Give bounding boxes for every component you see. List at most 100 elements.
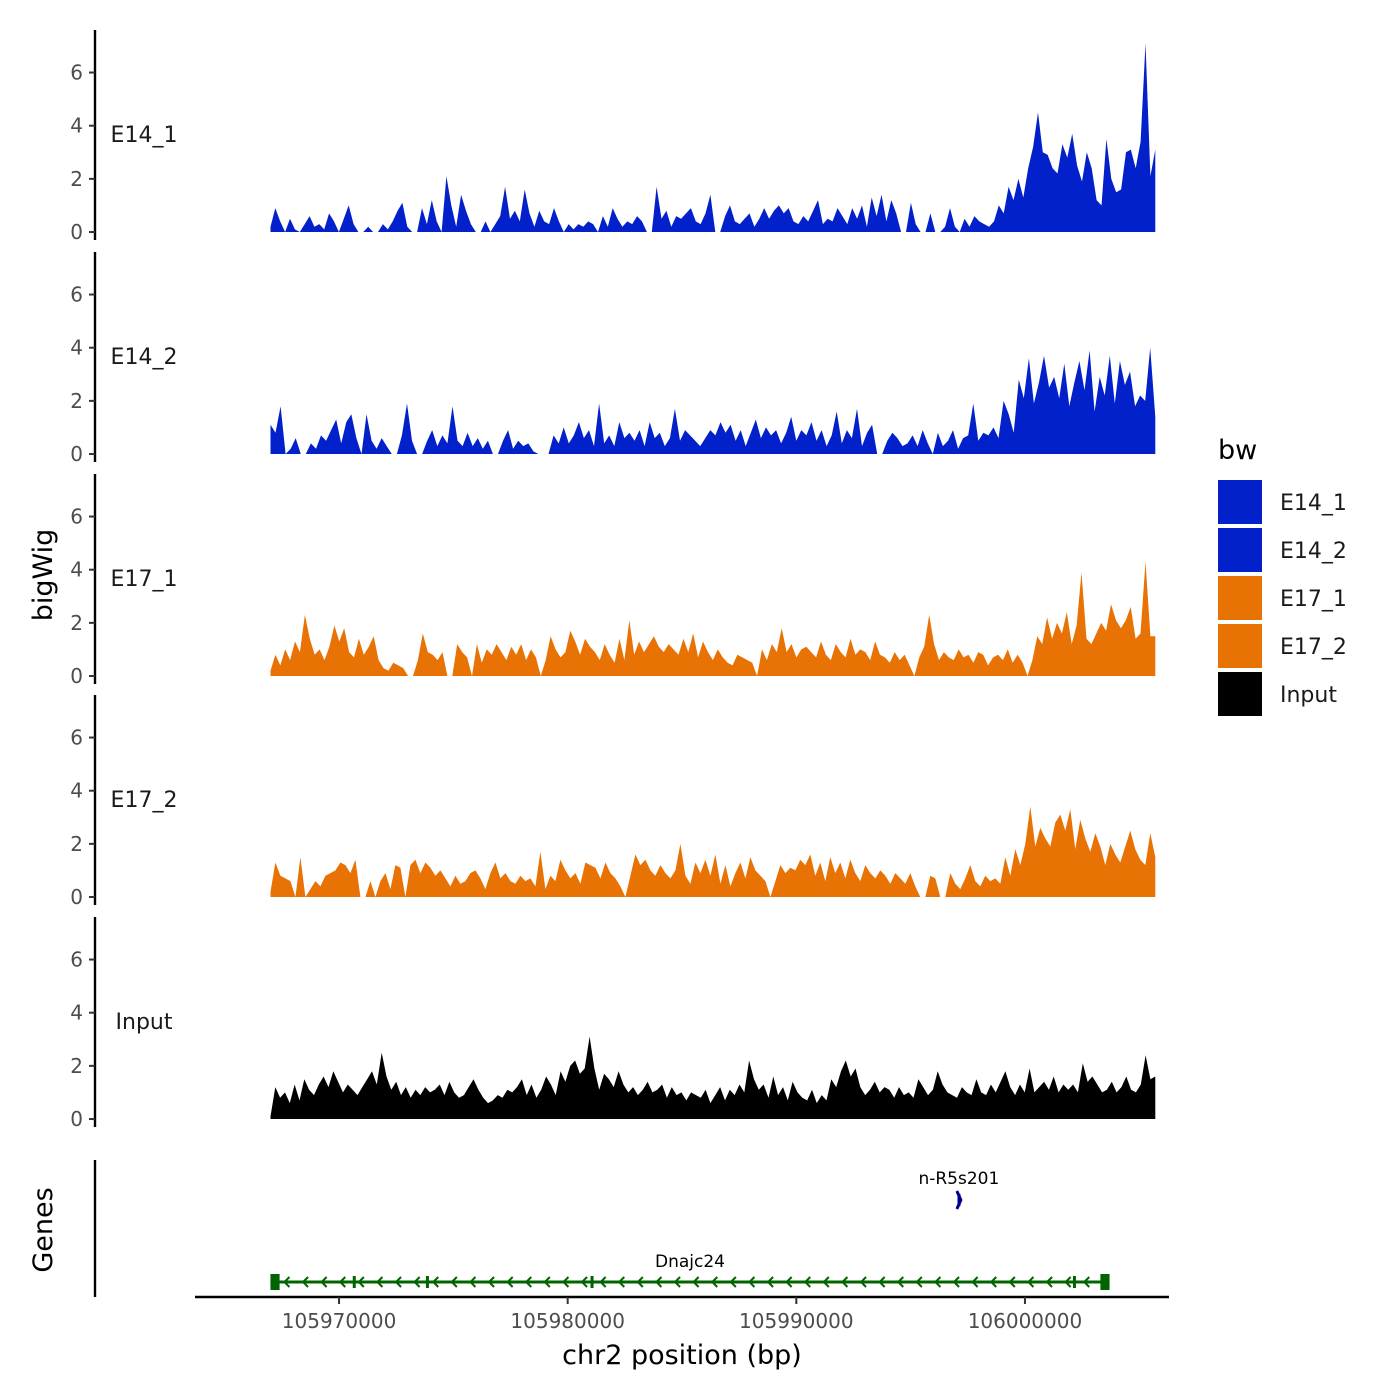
strand-arrow — [320, 1276, 328, 1288]
strand-arrow — [785, 1276, 793, 1288]
strand-arrow — [543, 1276, 551, 1288]
y-tick-label: 2 — [70, 167, 83, 191]
strand-arrow — [1045, 1276, 1053, 1288]
exon — [957, 1194, 961, 1206]
strand-arrow — [710, 1276, 718, 1288]
strand-arrow — [859, 1276, 867, 1288]
x-axis: 105970000 105980000 105990000 106000000 — [195, 1295, 1169, 1333]
strand-arrow — [301, 1276, 309, 1288]
strand-arrow — [617, 1276, 625, 1288]
exon — [352, 1276, 356, 1288]
x-tick-label: 105980000 — [510, 1309, 625, 1333]
strand-arrow — [357, 1276, 365, 1288]
track-label: E17_2 — [111, 788, 178, 813]
track-E14_2: 0 2 4 6 E14_2 — [70, 252, 1156, 466]
y-tick-label: 0 — [70, 220, 83, 244]
strand-arrow — [878, 1276, 886, 1288]
coverage-area-E17_1 — [270, 561, 1156, 676]
track-E17_2: 0 2 4 6 E17_2 — [70, 695, 1156, 909]
x-tick-label: 105970000 — [282, 1309, 397, 1333]
strand-arrow — [803, 1276, 811, 1288]
strand-arrow — [283, 1276, 291, 1288]
track-label: E14_1 — [111, 123, 178, 148]
y-tick-label: 0 — [70, 1107, 83, 1131]
y-axis-title: bigWig — [28, 529, 59, 622]
y-tick-label: 6 — [70, 283, 83, 307]
exon — [1072, 1276, 1076, 1288]
y-tick-label: 2 — [70, 611, 83, 635]
legend-label-E14_1: E14_1 — [1280, 491, 1347, 516]
y-tick-label: 2 — [70, 1054, 83, 1078]
strand-arrow — [822, 1276, 830, 1288]
strand-arrow — [952, 1276, 960, 1288]
strand-arrow — [655, 1276, 663, 1288]
strand-arrow — [413, 1276, 421, 1288]
legend-label-E14_2: E14_2 — [1280, 539, 1347, 564]
exon — [1100, 1274, 1110, 1290]
y-tick-label: 4 — [70, 1001, 83, 1025]
track-Input: 0 2 4 6 Input — [70, 917, 1156, 1131]
coverage-area-E14_2 — [270, 347, 1156, 454]
track-label: Input — [116, 1010, 173, 1035]
track-E14_1: 0 2 4 6 E14_1 — [70, 30, 1156, 244]
strand-arrow — [971, 1276, 979, 1288]
strand-arrow — [673, 1276, 681, 1288]
track-label: E14_2 — [111, 345, 178, 370]
strand-arrow — [469, 1276, 477, 1288]
coverage-tracks: 0 2 4 6 E14_1 0 2 4 6 E14_2 0 2 4 6 E17_1 0 2 4 6 E17_2 0 2 4 6… — [70, 30, 1156, 1131]
y-tick-label: 6 — [70, 726, 83, 750]
strand-arrow — [841, 1276, 849, 1288]
strand-arrow — [580, 1276, 588, 1288]
strand-arrow — [934, 1276, 942, 1288]
coverage-area-E17_2 — [270, 806, 1156, 897]
y-tick-label: 4 — [70, 558, 83, 582]
y-tick-label: 2 — [70, 389, 83, 413]
gene-n-R5s201: n-R5s201 — [918, 1169, 999, 1210]
legend-label-Input: Input — [1280, 683, 1337, 708]
legend-swatch-E14_2 — [1218, 528, 1262, 572]
legend-swatch-Input — [1218, 672, 1262, 716]
track-E17_1: 0 2 4 6 E17_1 — [70, 474, 1156, 688]
genes-axis-title: Genes — [28, 1187, 59, 1272]
x-axis-title: chr2 position (bp) — [562, 1340, 802, 1371]
gene-Dnajc24: Dnajc24 — [270, 1252, 1110, 1290]
y-tick-label: 4 — [70, 336, 83, 360]
x-tick-label: 105990000 — [739, 1309, 854, 1333]
x-tick-label: 106000000 — [968, 1309, 1083, 1333]
strand-arrow — [450, 1276, 458, 1288]
strand-arrow — [506, 1276, 514, 1288]
legend-swatch-E17_2 — [1218, 624, 1262, 668]
exon — [270, 1274, 280, 1290]
legend-title: bw — [1218, 435, 1257, 466]
legend-label-E17_2: E17_2 — [1280, 635, 1347, 660]
strand-arrow — [766, 1276, 774, 1288]
y-tick-label: 6 — [70, 505, 83, 529]
strand-arrow — [1082, 1276, 1090, 1288]
strand-arrow — [487, 1276, 495, 1288]
strand-arrow — [394, 1276, 402, 1288]
track-label: E17_1 — [111, 567, 178, 592]
y-tick-label: 0 — [70, 664, 83, 688]
legend-swatch-E14_1 — [1218, 480, 1262, 524]
strand-arrow — [748, 1276, 756, 1288]
y-tick-label: 4 — [70, 114, 83, 138]
strand-arrow — [562, 1276, 570, 1288]
y-tick-label: 0 — [70, 885, 83, 909]
strand-arrow — [729, 1276, 737, 1288]
strand-arrow — [915, 1276, 923, 1288]
strand-arrow — [599, 1276, 607, 1288]
strand-arrow — [1027, 1276, 1035, 1288]
legend-label-E17_1: E17_1 — [1280, 587, 1347, 612]
strand-arrow — [989, 1276, 997, 1288]
strand-arrow — [431, 1276, 439, 1288]
legend: bw E14_1 E14_2 E17_1 E17_2 Input — [1218, 435, 1347, 716]
legend-swatch-E17_1 — [1218, 576, 1262, 620]
strand-arrow — [1008, 1276, 1016, 1288]
strand-arrow — [692, 1276, 700, 1288]
y-tick-label: 6 — [70, 948, 83, 972]
y-tick-label: 2 — [70, 832, 83, 856]
strand-arrow — [376, 1276, 384, 1288]
genes-panel: Dnajc24 n-R5s201 — [93, 1160, 1110, 1297]
strand-arrow — [338, 1276, 346, 1288]
